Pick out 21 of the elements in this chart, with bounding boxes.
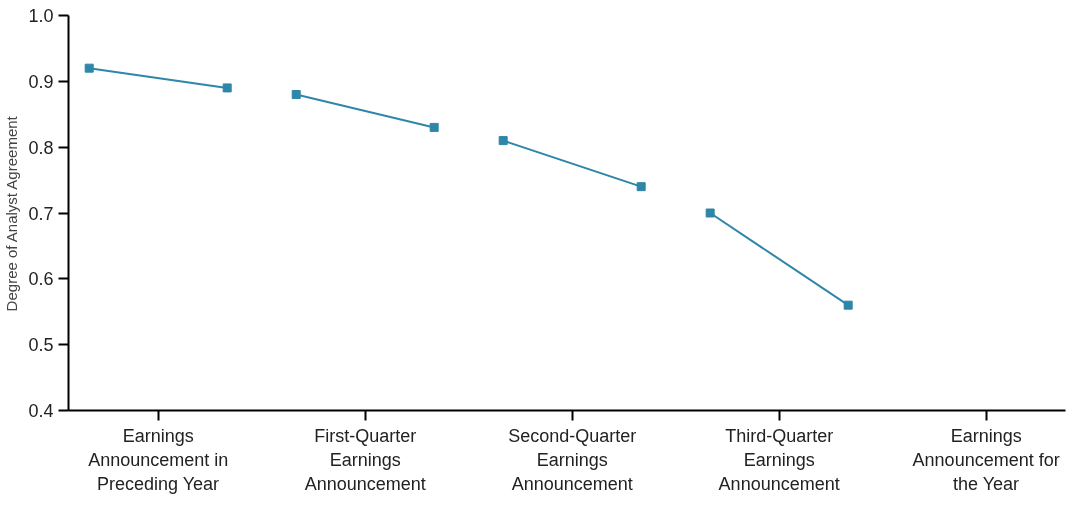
y-axis-title: Degree of Analyst Agreement [3,115,21,312]
x-tick-label: Second-Quarter Earnings Announcement [508,425,637,494]
y-tick-label: 0.6 [28,269,54,290]
y-tick-label: 0.4 [28,401,54,421]
point [636,182,646,192]
point [222,83,232,93]
point [843,300,853,310]
x-tick-label: First-Quarter Earnings Announcement [304,425,426,494]
x-tick-label: Earnings Announcement in Preceding Year [88,425,229,494]
point [291,90,301,99]
point [84,63,94,73]
y-tick-label: 0.5 [28,335,54,356]
y-tick-label: 0.9 [28,71,54,92]
y-tick-label: 0.7 [28,203,54,224]
y-tick-label: 1.0 [28,6,54,26]
y-tick-label: 0.8 [28,137,54,158]
point [429,122,439,132]
x-tick-label: Third-Quarter Earnings Announcement [718,425,840,494]
point [705,208,715,218]
point [498,136,508,146]
x-tick-label: Earnings Announcement for the Year [912,425,1060,494]
